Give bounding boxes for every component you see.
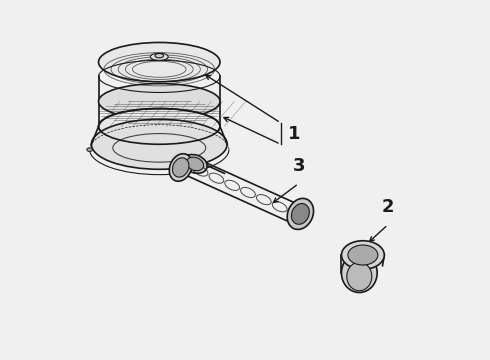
Ellipse shape	[98, 42, 220, 82]
Ellipse shape	[186, 157, 204, 171]
Ellipse shape	[348, 245, 378, 265]
Ellipse shape	[172, 158, 189, 177]
Ellipse shape	[342, 253, 377, 293]
Ellipse shape	[342, 241, 384, 269]
Text: 3: 3	[293, 157, 305, 175]
Ellipse shape	[287, 198, 314, 229]
Ellipse shape	[292, 203, 309, 224]
Ellipse shape	[183, 154, 207, 174]
Ellipse shape	[347, 262, 372, 291]
Ellipse shape	[150, 53, 168, 60]
Text: 2: 2	[382, 198, 394, 216]
Ellipse shape	[87, 148, 93, 152]
Text: 1: 1	[288, 125, 300, 143]
Ellipse shape	[92, 119, 227, 169]
Ellipse shape	[98, 84, 220, 119]
Ellipse shape	[170, 154, 192, 181]
Ellipse shape	[98, 109, 220, 144]
Ellipse shape	[155, 54, 164, 58]
